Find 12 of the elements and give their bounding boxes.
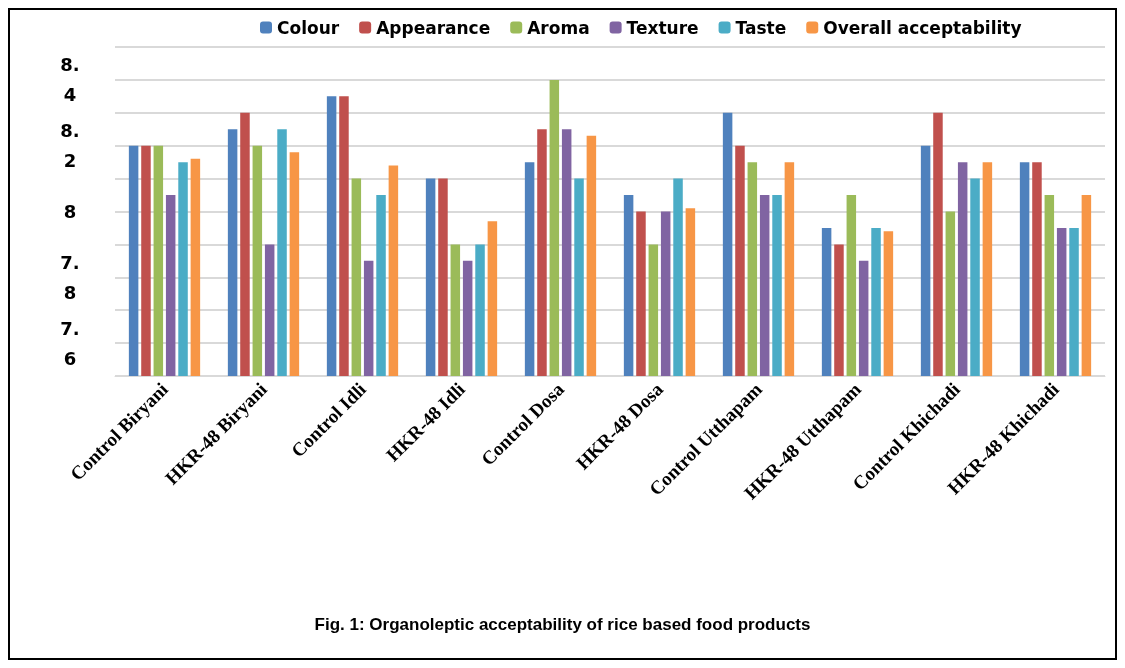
legend-label: Appearance [376,17,491,38]
y-tick-label: 8 [63,201,77,222]
legend-label: Taste [735,17,787,38]
legend-label: Aroma [527,17,590,38]
legend-label: Colour [277,17,340,38]
legend-label: Texture [626,17,699,38]
y-tick-label: 7. 8 [60,251,80,303]
y-tick-label: 8. 4 [60,54,80,106]
text: Fig. 1: Organoleptic acceptability of rice based food products [314,615,811,634]
y-tick-label: 7. 6 [60,317,80,369]
y-tick-label: 8. 2 [60,120,80,172]
legend-label: Overall acceptability [823,17,1022,38]
